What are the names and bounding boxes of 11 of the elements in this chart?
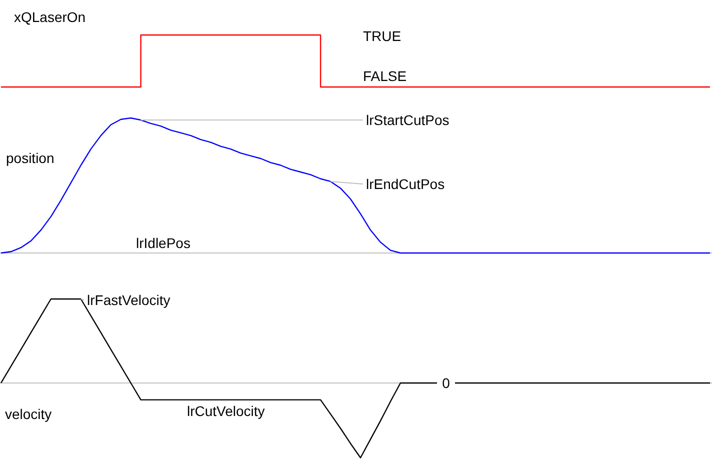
annotation: TRUE bbox=[363, 28, 402, 44]
annotation: lrEndCutPos bbox=[366, 176, 445, 192]
y-axis-title: position bbox=[6, 150, 54, 166]
annotation: FALSE bbox=[363, 68, 407, 84]
y-axis-title: velocity bbox=[5, 406, 52, 422]
ref-line-label: lrIdlePos bbox=[136, 235, 190, 251]
y-axis-title: xQLaserOn bbox=[14, 9, 86, 25]
annotation: lrStartCutPos bbox=[366, 112, 450, 128]
ref-line-label: 0 bbox=[442, 374, 450, 391]
annotation: lrCutVelocity bbox=[187, 402, 265, 419]
annotation: lrFastVelocity bbox=[87, 292, 170, 308]
